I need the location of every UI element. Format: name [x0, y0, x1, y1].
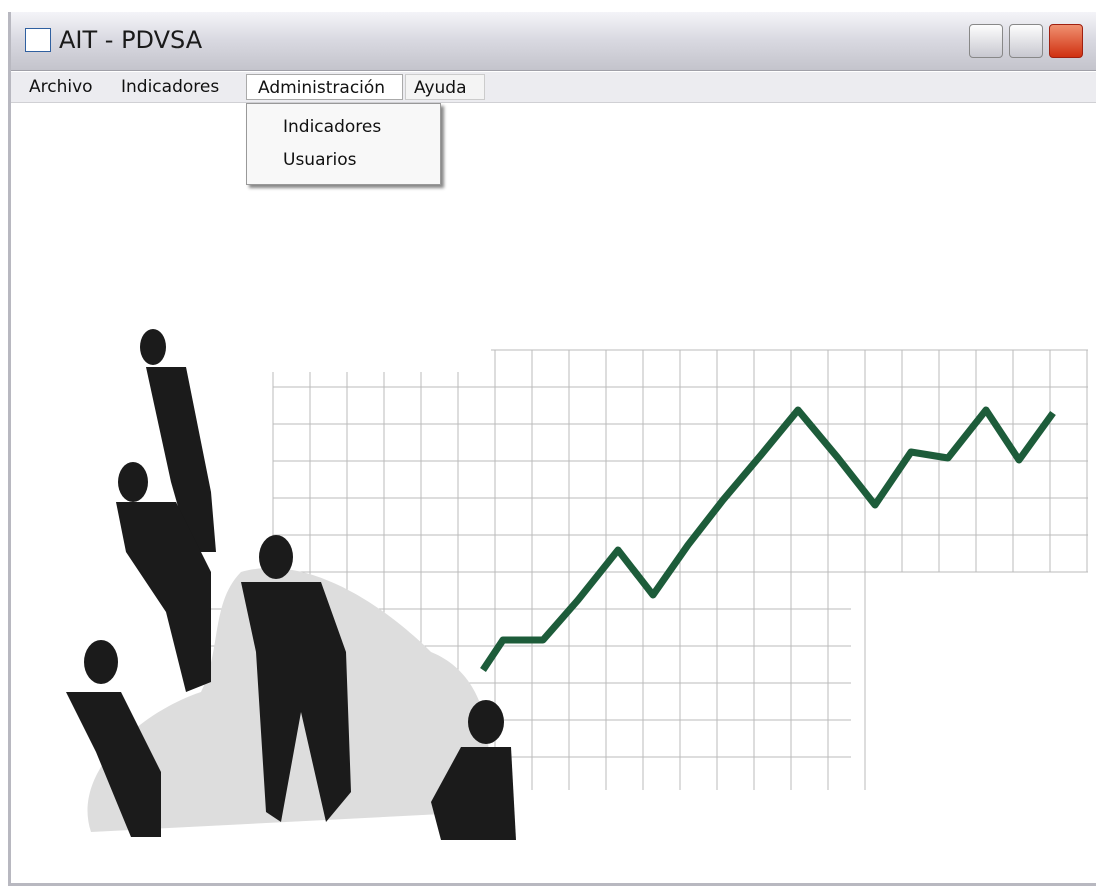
- minimize-button[interactable]: [969, 24, 1003, 58]
- menu-item-open[interactable]: Administración: [246, 74, 403, 100]
- menu-item[interactable]: Archivo: [21, 74, 101, 100]
- menu-bar: Archivo Indicadores Administración Ayuda: [11, 72, 1096, 103]
- dropdown-item[interactable]: Indicadores: [283, 117, 381, 137]
- maximize-button[interactable]: [1009, 24, 1043, 58]
- title-bar: AIT - PDVSA: [11, 12, 1096, 71]
- close-button[interactable]: [1049, 24, 1083, 58]
- illustration: [11, 12, 1096, 886]
- app-window: AIT - PDVSA Archivo Indicadores Administ…: [8, 12, 1096, 886]
- menu-item[interactable]: Ayuda: [405, 74, 485, 100]
- menu-item[interactable]: Indicadores: [113, 74, 227, 100]
- window-title: AIT - PDVSA: [59, 26, 202, 54]
- dropdown-menu: Indicadores Usuarios: [246, 103, 441, 185]
- app-icon: [25, 28, 51, 52]
- dropdown-item[interactable]: Usuarios: [283, 150, 356, 170]
